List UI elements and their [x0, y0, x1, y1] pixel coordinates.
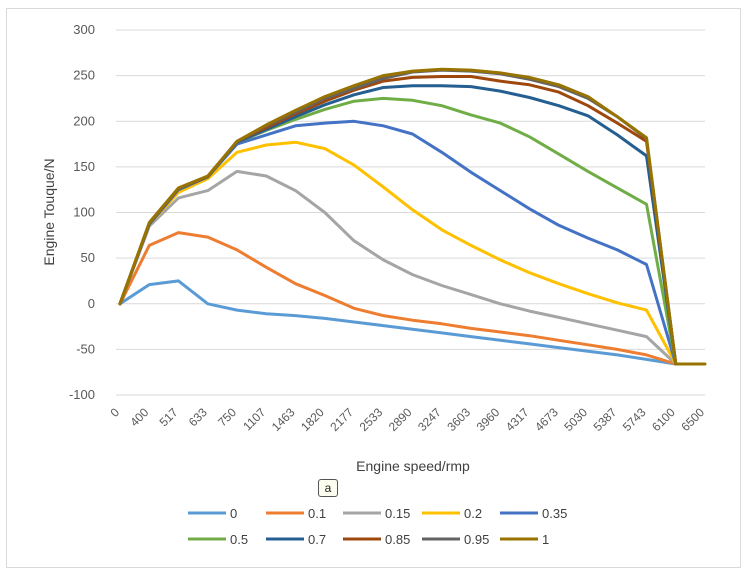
- series-line-0.2: [118, 140, 678, 366]
- y-tick-label: 250: [73, 68, 95, 83]
- legend-label: 0.1: [308, 506, 326, 521]
- legend-label: 0.2: [464, 506, 482, 521]
- series-line-0.7: [118, 84, 678, 366]
- x-tick-label: 3960: [474, 405, 503, 434]
- gridlines: [116, 29, 705, 396]
- x-tick-label: 517: [157, 405, 181, 429]
- legend-label: 0.85: [385, 532, 410, 547]
- y-tick-label: 0: [88, 296, 95, 311]
- series-line-0.1: [118, 231, 678, 366]
- x-tick-label: 6100: [649, 405, 678, 434]
- legend-label: 0: [230, 506, 237, 521]
- panel-label: a: [318, 479, 338, 497]
- x-tick-label: 4673: [532, 405, 561, 434]
- y-tick-label: 200: [73, 113, 95, 128]
- x-tick-label: 5030: [561, 405, 590, 434]
- x-tick-label: 0: [107, 405, 122, 420]
- x-axis-title: Engine speed/rmp: [356, 458, 470, 474]
- y-axis-tick-labels: -100 -50 0 50 100 150 200 250 300: [69, 22, 95, 402]
- y-tick-label: 150: [73, 159, 95, 174]
- series-line-0.15: [118, 169, 678, 366]
- legend: 0 0.1 0.15 0.2 0.35 0.5 0.7 0.85 0.95 1: [188, 506, 567, 547]
- x-tick-label: 4317: [503, 405, 532, 434]
- x-tick-label: 633: [186, 405, 210, 429]
- x-tick-label: 5387: [591, 405, 620, 434]
- x-tick-label: 2890: [386, 405, 415, 434]
- series-line-1: [118, 67, 707, 366]
- legend-label: 0.35: [542, 506, 567, 521]
- x-tick-label: 3247: [415, 405, 444, 434]
- x-axis-tick-labels: 0 400 517 633 750 1107 1463 1820 2177 2533 2890 324…: [107, 405, 707, 434]
- x-tick-label: 2177: [327, 405, 356, 434]
- legend-label: 1: [542, 532, 549, 547]
- x-tick-label: 750: [215, 405, 239, 429]
- x-tick-label: 3603: [444, 405, 473, 434]
- y-tick-label: -50: [76, 341, 95, 356]
- x-tick-label: 5743: [620, 405, 649, 434]
- y-tick-label: 100: [73, 205, 95, 220]
- y-tick-label: 300: [73, 22, 95, 37]
- x-tick-label: 1107: [240, 405, 268, 433]
- x-tick-label: 6500: [678, 405, 707, 434]
- series-line-0: [118, 279, 678, 366]
- series-line-0.95: [118, 68, 678, 366]
- x-tick-label: 1463: [269, 405, 298, 434]
- legend-label: 0.15: [385, 506, 410, 521]
- legend-label: 0.7: [308, 532, 326, 547]
- series-lines: [118, 67, 707, 366]
- y-tick-label: -100: [69, 387, 95, 402]
- y-axis-title: Engine Touque/N: [41, 158, 57, 265]
- y-tick-label: 50: [81, 250, 95, 265]
- x-tick-label: 400: [127, 405, 151, 429]
- legend-label: 0.5: [230, 532, 248, 547]
- x-tick-label: 2533: [357, 405, 386, 434]
- x-tick-label: 1820: [298, 405, 327, 434]
- legend-label: 0.95: [464, 532, 489, 547]
